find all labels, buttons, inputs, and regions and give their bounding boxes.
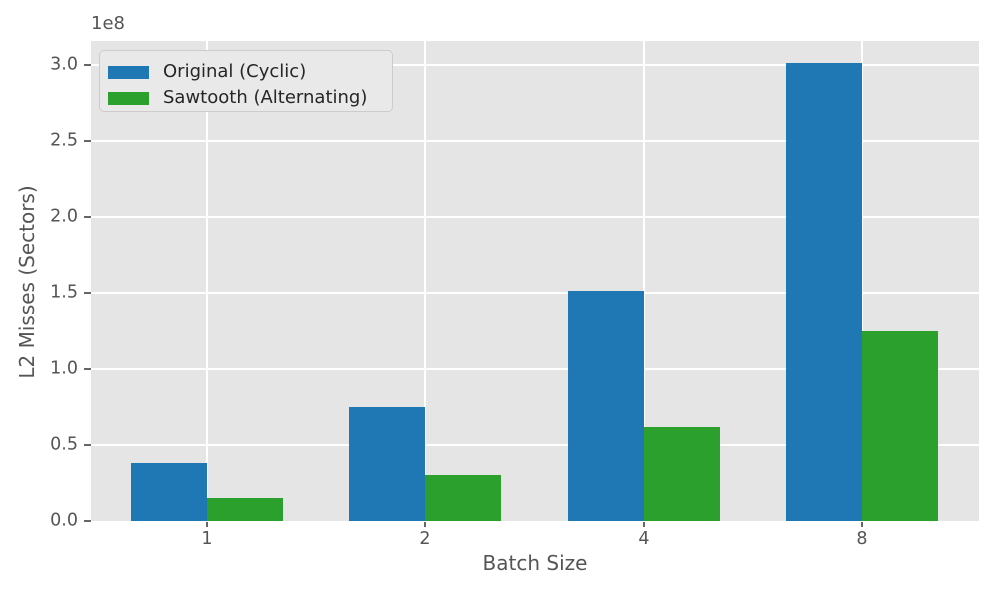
x-tick-label: 1 bbox=[201, 529, 213, 549]
y-axis-offset-text: 1e8 bbox=[91, 13, 125, 34]
y-tick-mark bbox=[84, 443, 91, 446]
y-tick-label: 0.5 bbox=[50, 434, 78, 455]
gridline-horizontal bbox=[91, 63, 979, 66]
x-tick-label: 2 bbox=[419, 529, 431, 549]
gridline-vertical bbox=[424, 41, 426, 521]
x-axis-label: Batch Size bbox=[482, 551, 588, 575]
gridline-horizontal bbox=[91, 291, 979, 294]
y-tick-mark bbox=[84, 215, 91, 218]
y-tick-mark bbox=[84, 139, 91, 142]
x-tick-label: 4 bbox=[638, 529, 650, 549]
y-tick-label: 1.0 bbox=[50, 358, 78, 379]
y-tick-label: 1.5 bbox=[50, 282, 78, 303]
x-tick-mark bbox=[206, 522, 208, 527]
gridline-horizontal bbox=[91, 139, 979, 142]
legend-label: Sawtooth (Alternating) bbox=[163, 87, 368, 108]
bar-sawtooth-batch-2 bbox=[425, 474, 501, 521]
y-tick-label: 3.0 bbox=[50, 53, 78, 74]
legend: Original (Cyclic) Sawtooth (Alternating) bbox=[99, 50, 393, 112]
legend-label: Original (Cyclic) bbox=[163, 61, 307, 82]
gridline-vertical bbox=[206, 41, 208, 521]
bar-original-batch-4 bbox=[568, 291, 644, 521]
gridline-vertical bbox=[643, 41, 645, 521]
y-axis-label: L2 Misses (Sectors) bbox=[15, 185, 39, 379]
bar-original-batch-1 bbox=[131, 463, 207, 521]
y-tick-label: 2.5 bbox=[50, 129, 78, 150]
gridline-horizontal bbox=[91, 215, 979, 218]
original-legend-swatch bbox=[108, 65, 149, 79]
x-tick-mark bbox=[424, 522, 426, 527]
y-tick-mark bbox=[84, 63, 91, 66]
y-tick-mark bbox=[84, 520, 91, 522]
bar-sawtooth-batch-4 bbox=[644, 426, 720, 521]
x-tick-mark bbox=[861, 522, 863, 527]
gridline-vertical bbox=[861, 41, 863, 521]
legend-item: Original (Cyclic) bbox=[108, 59, 392, 85]
y-tick-label: 2.0 bbox=[50, 205, 78, 226]
y-tick-mark bbox=[84, 291, 91, 294]
bar-sawtooth-batch-1 bbox=[207, 498, 283, 521]
y-tick-mark bbox=[84, 367, 91, 370]
gridline-horizontal bbox=[91, 443, 979, 446]
gridline-horizontal bbox=[91, 367, 979, 370]
x-tick-label: 8 bbox=[856, 529, 868, 549]
bar-original-batch-2 bbox=[349, 406, 425, 521]
sawtooth-legend-swatch bbox=[108, 91, 149, 105]
bar-original-batch-8 bbox=[786, 63, 862, 521]
x-tick-mark bbox=[643, 522, 645, 527]
legend-item: Sawtooth (Alternating) bbox=[108, 85, 392, 111]
plot-area bbox=[91, 41, 979, 521]
y-tick-label: 0.0 bbox=[50, 510, 78, 531]
bar-sawtooth-batch-8 bbox=[862, 330, 938, 521]
